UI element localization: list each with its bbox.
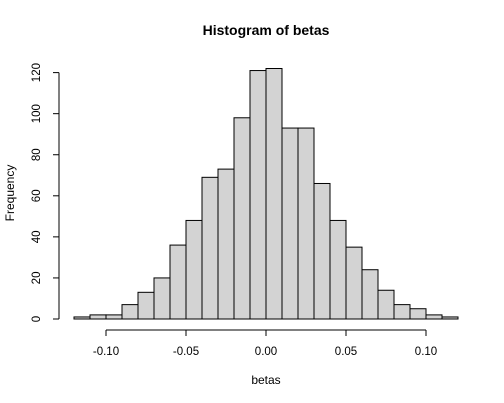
histogram-bar bbox=[153, 277, 171, 320]
histogram-bar bbox=[233, 117, 251, 320]
y-tick-label: 80 bbox=[31, 148, 43, 161]
y-tick-label: 20 bbox=[31, 272, 43, 285]
y-axis: 0 20 40 60 80 100 120 bbox=[31, 63, 60, 322]
histogram-bar bbox=[361, 269, 379, 320]
histogram-bar bbox=[105, 314, 123, 320]
x-tick-label: 0.00 bbox=[255, 346, 277, 358]
histogram-bar bbox=[265, 68, 283, 320]
histogram-bar bbox=[329, 219, 347, 320]
y-tick-label: 60 bbox=[31, 189, 43, 202]
histogram-bar bbox=[393, 304, 411, 320]
y-tick-label: 0 bbox=[31, 316, 43, 322]
histogram-bar bbox=[313, 182, 331, 320]
histogram-bar bbox=[185, 219, 203, 320]
histogram-bar bbox=[201, 176, 219, 320]
histogram-bars bbox=[73, 68, 459, 320]
histogram-bar bbox=[281, 127, 299, 320]
y-tick-label: 120 bbox=[31, 63, 43, 82]
x-tick-label: 0.10 bbox=[415, 346, 437, 358]
histogram-bar bbox=[121, 304, 139, 320]
histogram-bar bbox=[425, 314, 443, 320]
x-axis: -0.10 -0.05 0.00 0.05 0.10 bbox=[93, 329, 437, 358]
x-axis-label: betas bbox=[251, 373, 280, 387]
histogram-bar bbox=[217, 168, 235, 320]
histogram-bar bbox=[249, 70, 267, 320]
x-tick-label: 0.05 bbox=[335, 346, 357, 358]
y-tick-label: 40 bbox=[31, 230, 43, 243]
histogram-bar bbox=[377, 289, 395, 320]
y-tick-label: 100 bbox=[31, 104, 43, 123]
x-tick-label: -0.05 bbox=[173, 346, 199, 358]
histogram-bar bbox=[73, 316, 91, 320]
y-axis-label: Frequency bbox=[3, 165, 17, 222]
histogram-bar bbox=[409, 308, 427, 320]
x-tick-label: -0.10 bbox=[93, 346, 119, 358]
histogram-bar bbox=[441, 316, 459, 320]
histogram-bar bbox=[345, 246, 363, 320]
histogram-bar bbox=[89, 314, 107, 320]
histogram-bar bbox=[137, 291, 155, 320]
histogram-bar bbox=[297, 127, 315, 320]
chart-title: Histogram of betas bbox=[203, 22, 330, 38]
histogram-bar bbox=[169, 244, 187, 320]
